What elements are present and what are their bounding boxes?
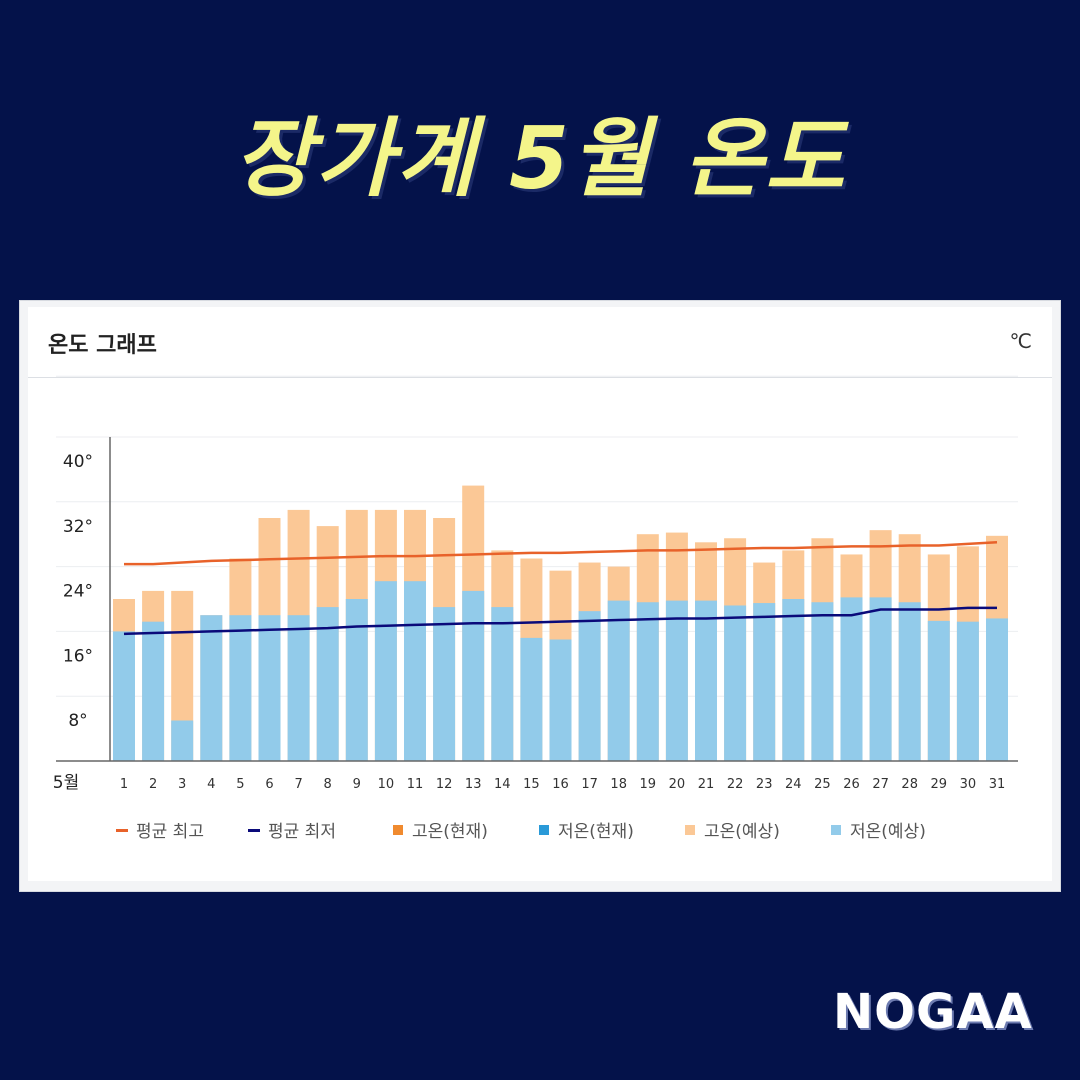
temperature-chart: 8°16°24°32°40°1 2 3 4 5 6 7 8 9 10 11 12 13 14 15 16 17 1…	[53, 375, 1018, 842]
legend-label: 평균 최저	[268, 822, 336, 842]
brand-logo: NOGAA	[833, 984, 1033, 1040]
temperature-unit: ℃	[1009, 329, 1032, 353]
x-tick-label: 4	[207, 777, 215, 792]
legend-label: 저온(현재)	[558, 822, 634, 842]
x-tick-label: 21	[698, 777, 715, 792]
x-tick-label: 27	[872, 777, 889, 792]
x-tick-label: 22	[727, 777, 744, 792]
x-tick-label: 8	[324, 777, 332, 792]
x-tick-label: 13	[465, 777, 482, 792]
legend-label: 평균 최고	[136, 822, 204, 842]
legend-swatch	[116, 829, 128, 832]
bar-low-4	[200, 615, 223, 761]
bar-low-29	[927, 620, 950, 761]
x-tick-label: 2	[149, 777, 157, 792]
x-tick-label: 15	[523, 777, 540, 792]
legend-swatch	[248, 829, 260, 832]
bar-low-12	[433, 607, 456, 761]
bar-low-1	[113, 631, 135, 761]
x-tick-label: 26	[843, 777, 860, 792]
x-tick-label: 3	[178, 777, 186, 792]
bar-low-11	[404, 581, 426, 761]
x-tick-label: 5	[236, 777, 244, 792]
legend-swatch	[685, 825, 695, 835]
x-tick-label: 12	[436, 777, 453, 792]
bar-low-9	[345, 599, 368, 761]
bars	[113, 485, 1008, 761]
bar-low-18	[607, 600, 630, 761]
line-avg-low	[123, 606, 997, 636]
bar-low-25	[811, 602, 834, 761]
bar-low-31	[986, 618, 1008, 761]
bar-low-24	[782, 599, 805, 761]
legend-label: 고온(예상)	[704, 822, 780, 842]
y-tick-label: 16°	[63, 646, 93, 666]
bar-low-15	[520, 637, 543, 761]
x-tick-label: 28	[901, 777, 918, 792]
legend-swatch	[539, 825, 549, 835]
bar-low-10	[374, 581, 397, 761]
line-avg-high	[124, 541, 998, 566]
chart-card-inner: 온도 그래프 ℃ 8° 16° 24° 32° 40° 1 2 3 4 5 6 7 8 9 10 11 12 13…	[28, 307, 1052, 881]
chart-card: 온도 그래프 ℃ 8° 16° 24° 32° 40° 1 2 3 4 5 6 7 8 9 10 11 12 13…	[19, 300, 1061, 892]
y-tick-label: 32°	[63, 517, 93, 537]
y-tick-label: 8°	[68, 711, 87, 731]
x-tick-label: 11	[407, 777, 424, 792]
x-tick-label: 24	[785, 777, 802, 792]
bar-low-19	[636, 602, 659, 761]
x-tick-label: 17	[581, 777, 598, 792]
x-tick-label: 30	[960, 777, 977, 792]
bar-low-5	[229, 615, 252, 761]
y-tick-label: 40°	[63, 452, 93, 472]
legend-swatch	[393, 825, 403, 835]
bar-low-14	[491, 607, 514, 761]
x-tick-label: 18	[610, 777, 627, 792]
bar-low-23	[753, 603, 776, 761]
x-tick-label: 6	[265, 777, 273, 792]
x-tick-label: 16	[552, 777, 569, 792]
average-lines	[123, 541, 998, 636]
bar-low-20	[665, 600, 688, 761]
x-tick-label: 23	[756, 777, 773, 792]
legend-label: 고온(현재)	[412, 822, 488, 842]
x-tick-label: 14	[494, 777, 511, 792]
y-tick-label: 24°	[63, 582, 93, 602]
legend: 평균 최고 평균 최저 고온(현재) 저온(현재) 고온(예상) 저온(예상)	[116, 822, 926, 842]
bar-low-26	[840, 597, 863, 761]
x-tick-label: 1	[120, 777, 128, 792]
x-tick-label: 10	[378, 777, 395, 792]
bar-low-6	[258, 615, 281, 761]
x-tick-label: 19	[640, 777, 657, 792]
x-tick-label: 9	[353, 777, 361, 792]
bar-low-22	[724, 605, 747, 761]
x-tick-label: 7	[294, 777, 302, 792]
bar-low-21	[695, 600, 717, 761]
bar-low-3	[171, 720, 194, 761]
legend-swatch	[831, 825, 841, 835]
bar-low-27	[869, 597, 892, 761]
bar-low-30	[956, 621, 979, 761]
bar-low-28	[898, 602, 921, 761]
x-tick-label: 20	[669, 777, 686, 792]
bar-low-8	[316, 607, 339, 761]
bar-low-17	[578, 611, 601, 761]
bar-low-2	[142, 621, 165, 761]
x-tick-label: 29	[931, 777, 948, 792]
chart-card-header: 온도 그래프 ℃	[28, 307, 1052, 378]
bar-low-16	[549, 639, 572, 761]
bar-low-7	[287, 615, 310, 761]
chart-card-title: 온도 그래프	[48, 333, 157, 358]
month-label: 5월	[53, 773, 79, 793]
x-tick-label: 25	[814, 777, 831, 792]
axes: 8°16°24°32°40°1 2 3 4 5 6 7 8 9 10 11 12 13 14 15 16 17 1…	[53, 437, 1018, 793]
legend-label: 저온(예상)	[850, 822, 926, 842]
bar-low-13	[462, 590, 485, 761]
x-tick-label: 31	[989, 777, 1006, 792]
page-headline: 장가계 5월 온도	[233, 109, 847, 209]
